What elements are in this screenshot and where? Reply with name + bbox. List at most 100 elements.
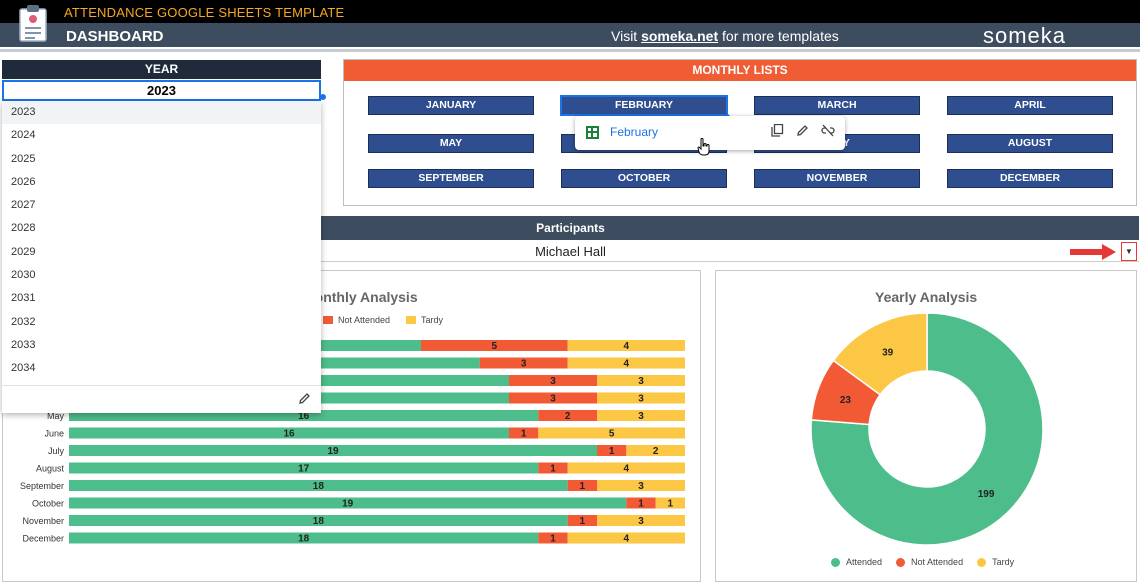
dropdown-arrow-icon[interactable]: ▼ [1121, 242, 1137, 261]
yearly-chart-title: Yearly Analysis [875, 289, 978, 305]
month-button-january[interactable]: JANUARY [368, 96, 534, 115]
bar-not-attended [567, 515, 597, 526]
label-tardy: 5 [609, 429, 615, 440]
bar-attended [69, 480, 568, 491]
participant-select[interactable]: Michael Hall [2, 241, 1139, 262]
slice-attended [810, 312, 1044, 546]
visit-prefix: Visit [611, 28, 638, 44]
title-bar [0, 0, 1140, 23]
legend-not-attended: Not Attended [338, 315, 391, 325]
label-not-attended: 1 [521, 429, 527, 440]
label-tardy: 3 [638, 394, 644, 405]
label-tardy: 3 [638, 376, 644, 387]
label-tardy: 2 [653, 446, 659, 457]
label-tardy: 4 [624, 359, 630, 370]
dashboard-bar [0, 23, 1140, 47]
year-option-2024[interactable]: 2024 [11, 129, 36, 142]
year-option-2023[interactable]: 2023 [2, 101, 321, 125]
edit-pencil-icon[interactable] [298, 392, 311, 408]
link-preview-popup: February [575, 116, 845, 150]
category-label: May [47, 411, 65, 421]
bar-attended [69, 497, 627, 509]
label-not-attended: 2 [565, 411, 571, 422]
month-button-march[interactable]: MARCH [754, 96, 920, 115]
bar-attended [69, 462, 539, 474]
brand-logo[interactable]: someka [983, 23, 1067, 48]
year-option-2033[interactable]: 2033 [11, 338, 36, 351]
sheets-icon [586, 126, 599, 139]
category-label: June [44, 429, 64, 439]
legend-dot-attended [831, 557, 840, 567]
bar-tardy-partial [597, 392, 685, 404]
label-not-attended: 1 [638, 499, 644, 510]
year-option-2026[interactable]: 2026 [11, 175, 36, 188]
legend-swatch-tardy [406, 316, 417, 324]
selection-handle[interactable] [320, 94, 326, 100]
year-input[interactable]: 2023 [2, 80, 321, 101]
year-option-2034[interactable]: 2034 [11, 362, 36, 375]
bar-tardy [597, 480, 685, 491]
copy-icon[interactable] [771, 123, 784, 140]
month-button-december[interactable]: DECEMBER [947, 169, 1113, 188]
month-button-october[interactable]: OCTOBER [561, 169, 727, 188]
bar-attended [69, 410, 539, 421]
year-option-2030[interactable]: 2030 [11, 269, 36, 282]
label-attended: 16 [283, 429, 295, 440]
month-button-august[interactable]: AUGUST [947, 134, 1113, 153]
label-not-attended: 1 [580, 516, 586, 527]
label-tardy: 4 [624, 341, 630, 352]
label-not-attended: 3 [550, 376, 556, 387]
header-divider [0, 49, 1140, 52]
yearly-donut-chart: 199 23 39 [810, 312, 1044, 546]
slice-label: 199 [978, 489, 995, 500]
bar-tardy-partial [597, 375, 685, 386]
yearly-legend: Attended Not Attended Tardy [831, 557, 1014, 567]
month-button-september[interactable]: SEPTEMBER [368, 169, 534, 188]
slice-label: 23 [840, 395, 852, 406]
dropdown-footer [2, 385, 321, 413]
label-not-attended: 1 [609, 446, 615, 457]
bar-tardy [597, 410, 685, 421]
bar-not-attended-partial [509, 392, 597, 404]
category-label: November [22, 516, 64, 526]
edit-icon[interactable] [796, 124, 809, 140]
label-attended: 17 [298, 464, 310, 475]
legend-not-attended: Not Attended [911, 557, 964, 567]
category-label: October [32, 499, 64, 509]
unlink-icon[interactable] [821, 124, 835, 140]
bar-not-attended [538, 410, 597, 421]
month-button-february[interactable]: FEBRUARY [560, 95, 728, 116]
bar-tardy [655, 497, 685, 509]
label-not-attended: 3 [550, 394, 556, 405]
year-option-2028[interactable]: 2028 [11, 222, 36, 235]
label-tardy: 4 [624, 464, 630, 475]
label-attended: 18 [313, 481, 325, 492]
slice-tardy [832, 312, 928, 396]
category-label: August [36, 464, 65, 474]
label-attended: 19 [342, 499, 354, 510]
bar-tardy [597, 515, 685, 526]
month-button-april[interactable]: APRIL [947, 96, 1113, 115]
yearly-analysis-panel: Yearly Analysis 199 23 39 Attended Not Att… [715, 270, 1137, 582]
year-option-2032[interactable]: 2032 [11, 315, 36, 328]
year-option-2027[interactable]: 2027 [11, 199, 36, 212]
bar-tardy [538, 427, 685, 439]
bar-tardy-partial [567, 357, 685, 369]
someka-link[interactable]: someka.net [641, 28, 719, 44]
year-option-2025[interactable]: 2025 [11, 152, 36, 165]
label-attended: 16 [298, 411, 310, 422]
legend-tardy: Tardy [421, 315, 444, 325]
label-not-attended: 1 [580, 481, 586, 492]
year-option-2031[interactable]: 2031 [11, 292, 36, 305]
bar-not-attended-partial [421, 340, 568, 351]
label-tardy: 4 [624, 534, 630, 545]
label-tardy: 3 [638, 481, 644, 492]
category-label: December [22, 534, 64, 544]
year-label: YEAR [2, 60, 321, 79]
monthly-legend: Not Attended Tardy [323, 315, 443, 325]
link-label[interactable]: February [610, 125, 659, 139]
year-option-2029[interactable]: 2029 [11, 245, 36, 258]
month-button-november[interactable]: NOVEMBER [754, 169, 920, 188]
month-button-may[interactable]: MAY [368, 134, 534, 153]
label-attended: 19 [327, 446, 339, 457]
